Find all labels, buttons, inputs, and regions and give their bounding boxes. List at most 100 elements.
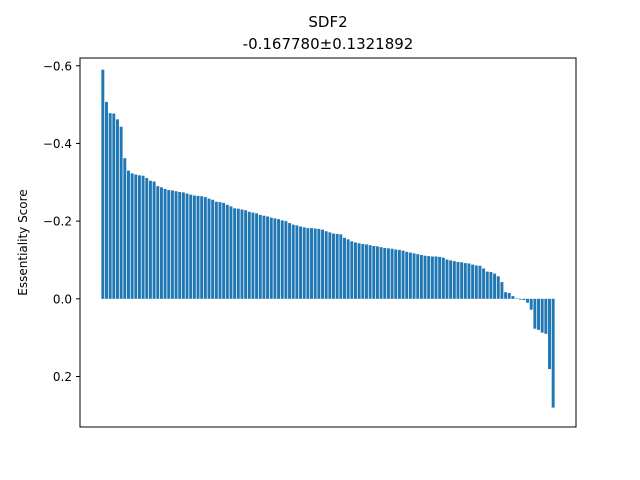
- bar: [291, 224, 295, 299]
- chart-title: SDF2: [308, 13, 347, 31]
- bar: [474, 265, 478, 299]
- bar: [445, 259, 449, 299]
- bar: [306, 228, 310, 299]
- bar: [255, 213, 259, 299]
- bar: [181, 192, 185, 299]
- bar: [478, 265, 482, 299]
- bar: [430, 256, 434, 299]
- bar: [507, 292, 511, 299]
- bar: [324, 231, 328, 299]
- bar: [317, 228, 321, 299]
- bar: [537, 298, 540, 330]
- bar: [134, 174, 138, 299]
- bar: [273, 218, 277, 299]
- bar: [368, 245, 372, 299]
- bar: [299, 226, 303, 299]
- bar: [522, 298, 526, 300]
- y-axis: −0.6 −0.4 −0.2 0.0 0.2: [43, 59, 80, 384]
- bar: [496, 276, 500, 299]
- bar: [130, 173, 134, 299]
- bar: [544, 298, 548, 334]
- bar: [214, 201, 218, 299]
- bar: [284, 221, 288, 299]
- y-tick-label: −0.2: [43, 215, 72, 229]
- bar: [405, 251, 409, 299]
- bar: [548, 298, 551, 370]
- bar: [463, 263, 467, 299]
- bar: [394, 249, 398, 299]
- bar: [423, 255, 427, 299]
- bar: [302, 227, 306, 299]
- plot-frame: [79, 57, 577, 428]
- bar: [196, 195, 200, 299]
- bar: [504, 292, 508, 299]
- bar: [401, 250, 405, 299]
- bar: [222, 202, 226, 299]
- bar: [200, 196, 204, 299]
- bar: [159, 187, 163, 299]
- bar: [533, 298, 537, 329]
- bar: [105, 101, 108, 299]
- bar: [354, 242, 357, 299]
- bar: [233, 208, 237, 299]
- bar: [218, 202, 222, 299]
- bar: [434, 256, 438, 299]
- bar: [339, 234, 343, 299]
- bar: [258, 214, 262, 299]
- bar: [364, 244, 368, 299]
- bar: [335, 233, 339, 299]
- bar: [482, 268, 486, 299]
- bar: [460, 262, 464, 299]
- bar: [266, 216, 270, 299]
- bar: [262, 215, 266, 299]
- bar: [310, 228, 313, 299]
- bar: [148, 180, 152, 299]
- bar: [207, 198, 211, 299]
- bars-group: [101, 69, 555, 408]
- bar: [357, 243, 361, 299]
- bar: [244, 210, 248, 299]
- bar: [383, 247, 387, 299]
- bar: [145, 178, 149, 299]
- bar: [500, 282, 504, 299]
- y-tick-label: 0.0: [53, 292, 72, 306]
- bar: [141, 175, 145, 299]
- bar: [116, 119, 119, 299]
- bar: [211, 199, 215, 299]
- bar: [529, 298, 533, 310]
- bar: [489, 272, 493, 299]
- bar: [119, 126, 123, 299]
- bar: [493, 273, 497, 299]
- bar: [156, 186, 160, 299]
- bar: [350, 241, 354, 299]
- bar: [137, 175, 141, 299]
- chart-subtitle: -0.167780±0.1321892: [243, 35, 414, 53]
- bar: [361, 244, 365, 299]
- bar: [112, 113, 116, 299]
- y-tick-label: −0.6: [43, 59, 72, 73]
- bar: [328, 232, 332, 299]
- y-tick-label: −0.4: [43, 137, 72, 151]
- bar: [170, 190, 174, 299]
- bar: [269, 217, 273, 299]
- bar: [280, 220, 284, 299]
- bar: [123, 158, 127, 299]
- bar: [551, 298, 555, 408]
- bar: [192, 195, 196, 299]
- bar: [386, 248, 390, 299]
- bar: [288, 223, 292, 299]
- bar: [277, 219, 281, 299]
- bar: [189, 194, 193, 299]
- bar: [540, 298, 544, 333]
- bar: [108, 113, 112, 299]
- bar: [419, 254, 423, 299]
- bar: [203, 197, 207, 299]
- bar: [163, 188, 167, 299]
- bar: [247, 211, 251, 299]
- bar: [456, 261, 460, 299]
- bar: [313, 228, 317, 299]
- bar: [236, 208, 240, 299]
- bar: [471, 264, 475, 299]
- bar: [416, 254, 420, 299]
